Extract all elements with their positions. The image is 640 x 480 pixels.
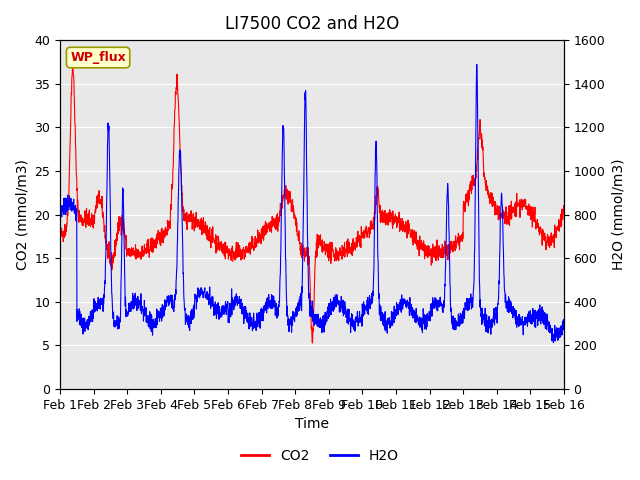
Y-axis label: H2O (mmol/m3): H2O (mmol/m3) [611, 159, 625, 270]
Legend: CO2, H2O: CO2, H2O [236, 443, 404, 468]
X-axis label: Time: Time [295, 418, 329, 432]
Text: WP_flux: WP_flux [70, 51, 126, 64]
Title: LI7500 CO2 and H2O: LI7500 CO2 and H2O [225, 15, 399, 33]
Y-axis label: CO2 (mmol/m3): CO2 (mmol/m3) [15, 159, 29, 270]
